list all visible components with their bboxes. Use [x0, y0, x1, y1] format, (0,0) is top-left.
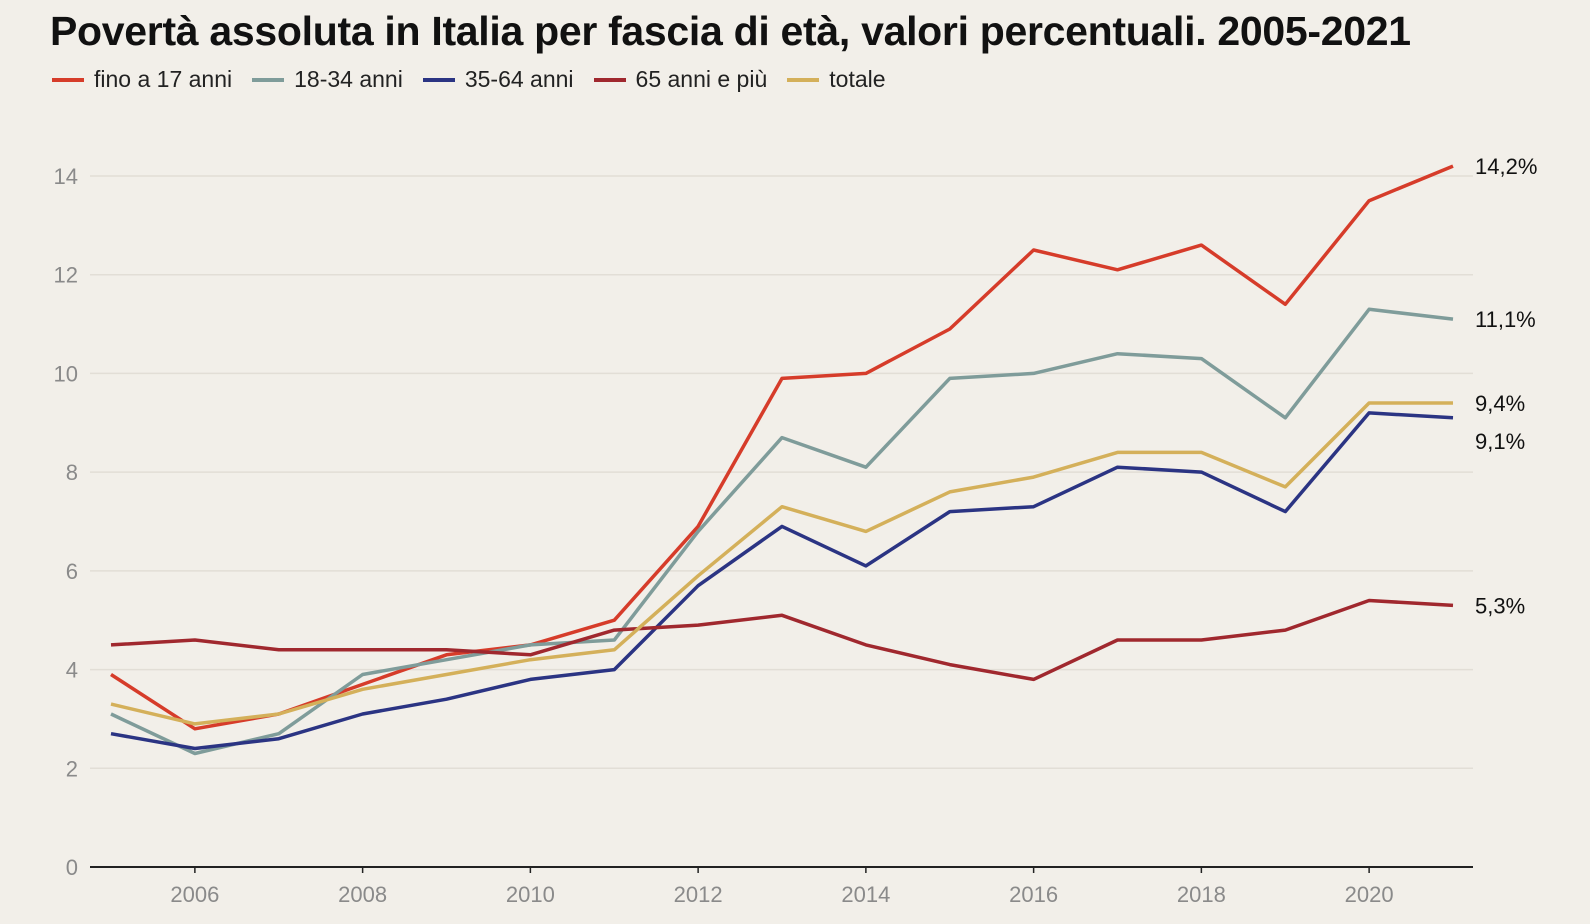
- y-tick-label: 0: [66, 855, 78, 880]
- series-line-4: [110, 401, 1453, 726]
- y-tick-label: 12: [54, 263, 78, 288]
- y-tick-label: 10: [54, 361, 78, 386]
- y-tick-label: 8: [66, 460, 78, 485]
- legend-item: totale: [787, 66, 886, 93]
- x-tick-label: 2006: [170, 882, 219, 907]
- legend-swatch: [252, 77, 285, 82]
- series-line-3: [110, 598, 1454, 682]
- legend: fino a 17 anni 18-34 anni 35-64 anni 65 ann…: [52, 66, 886, 93]
- x-tick-label: 2012: [674, 882, 723, 907]
- end-value-label: 9,1%: [1475, 429, 1525, 454]
- end-value-label: 14,2%: [1475, 154, 1537, 179]
- legend-swatch: [787, 77, 820, 82]
- x-tick-label: 2014: [841, 882, 890, 907]
- y-tick-label: 2: [66, 756, 78, 781]
- x-tick-label: 2020: [1345, 882, 1394, 907]
- legend-label: totale: [829, 66, 886, 92]
- legend-item: 35-64 anni: [422, 66, 574, 93]
- series-line-0: [110, 164, 1454, 731]
- x-tick-label: 2010: [506, 882, 555, 907]
- legend-swatch: [593, 77, 626, 82]
- legend-label: 65 anni e più: [635, 66, 768, 92]
- legend-swatch: [52, 77, 84, 82]
- end-value-label: 9,4%: [1475, 391, 1525, 416]
- series-line-2: [110, 411, 1454, 751]
- y-tick-label: 6: [66, 559, 78, 584]
- end-value-label: 5,3%: [1475, 593, 1525, 618]
- series-line-1: [110, 307, 1454, 756]
- legend-item: 18-34 anni: [252, 66, 403, 93]
- legend-label: 18-34 anni: [294, 66, 403, 92]
- legend-label: fino a 17 anni: [94, 66, 233, 92]
- x-tick-label: 2008: [338, 882, 387, 907]
- y-tick-label: 4: [66, 658, 78, 683]
- legend-label: 35-64 anni: [464, 66, 574, 92]
- x-tick-label: 2018: [1177, 882, 1226, 907]
- y-tick-label: 14: [54, 164, 78, 189]
- legend-swatch: [422, 77, 455, 82]
- chart-title: Povertà assoluta in Italia per fascia di…: [50, 8, 1411, 54]
- legend-item: 65 anni e più: [593, 66, 768, 93]
- end-value-label: 11,1%: [1475, 307, 1536, 332]
- legend-item: fino a 17 anni: [52, 66, 232, 93]
- x-tick-label: 2016: [1009, 882, 1058, 907]
